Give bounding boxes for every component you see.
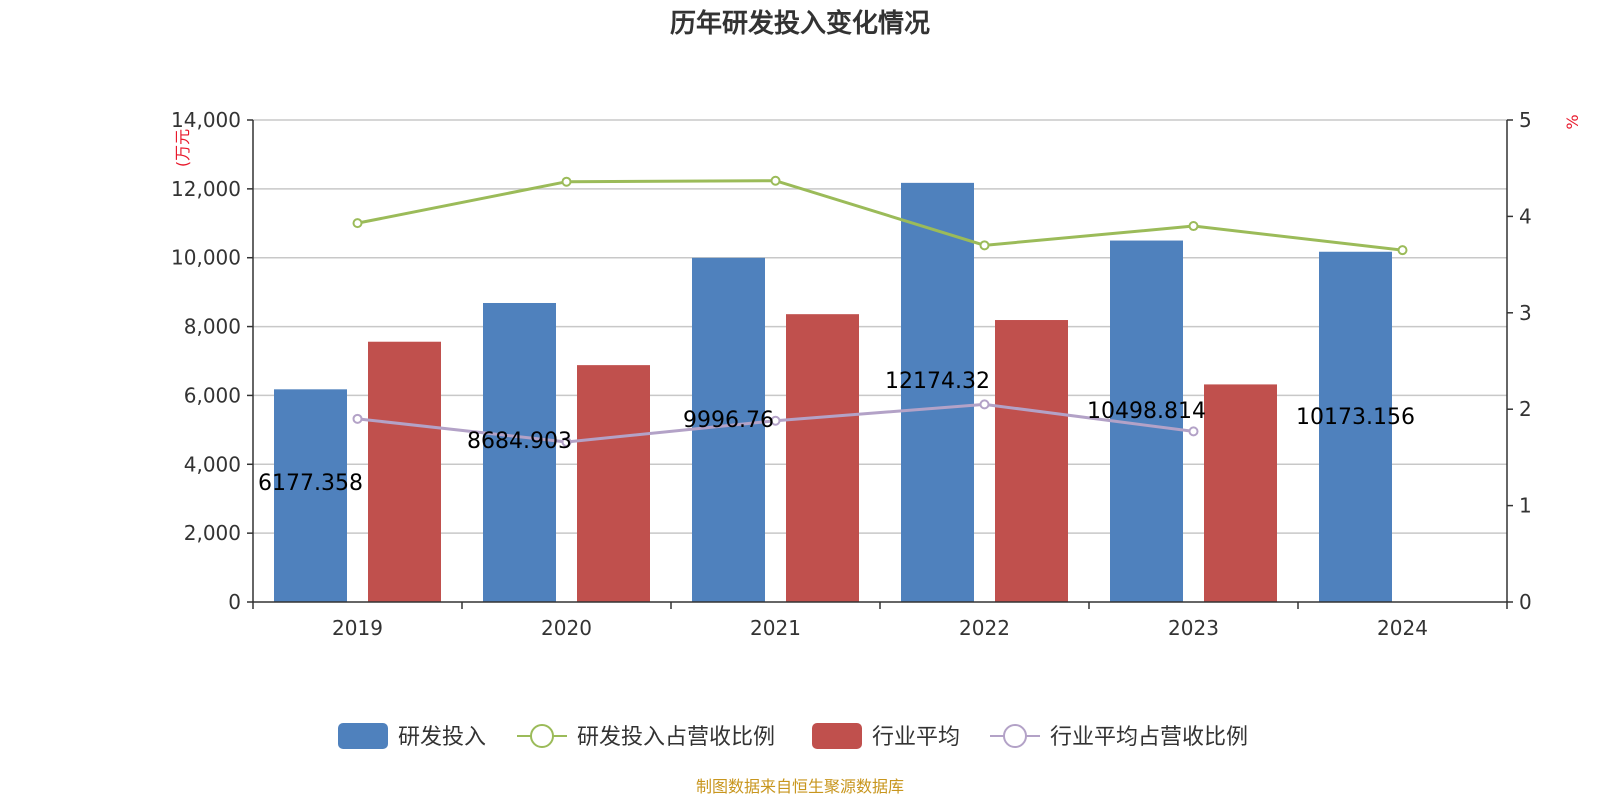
- point-industry-ratio: [979, 399, 990, 410]
- point-industry-ratio: [770, 415, 781, 426]
- x-tick-label: 2020: [541, 616, 592, 640]
- legend-swatch-bar: [338, 723, 388, 749]
- point-industry-ratio: [352, 413, 363, 424]
- bar-value-label: 6177.358: [258, 471, 363, 496]
- y-right-tick-label: 2: [1519, 397, 1532, 421]
- point-industry-ratio: [1188, 426, 1199, 437]
- legend-label: 行业平均占营收比例: [1050, 725, 1248, 750]
- legend-label: 研发投入占营收比例: [577, 725, 775, 750]
- bar-value-label: 8684.903: [467, 429, 572, 454]
- bar-rd-investment: [1319, 251, 1392, 602]
- legend: 研发投入 研发投入占营收比例 行业平均 行业平均占营收比例: [338, 723, 1248, 750]
- point-rd-ratio: [352, 218, 363, 229]
- point-rd-ratio: [770, 175, 781, 186]
- x-tick-label: 2022: [959, 616, 1010, 640]
- y-left-tick-label: 10,000: [171, 246, 241, 270]
- x-tick-label: 2023: [1168, 616, 1219, 640]
- data-labels: 6177.358 8684.903 9996.76 12174.32 10498.814…: [258, 369, 1415, 496]
- legend-swatch-bar: [812, 723, 862, 749]
- legend-label: 行业平均: [872, 725, 960, 750]
- bar-value-label: 10173.156: [1296, 405, 1415, 430]
- point-rd-ratio: [561, 176, 572, 187]
- y-left-tick-label: 4,000: [184, 452, 241, 476]
- y-right-tick-label: 5: [1519, 108, 1532, 132]
- y-right-tick-label: 0: [1519, 590, 1532, 614]
- line-rd-ratio: [357, 179, 1403, 252]
- y-right-tick-label: 1: [1519, 494, 1532, 518]
- bars: [274, 182, 1392, 602]
- point-industry-ratio: [561, 436, 572, 447]
- bar-rd-investment: [483, 302, 556, 602]
- bar-value-label: 12174.32: [885, 369, 990, 394]
- legend-swatch-marker: [530, 724, 554, 748]
- y-right-tick-label: 4: [1519, 204, 1532, 228]
- bar-industry-average: [995, 320, 1068, 602]
- bar-rd-investment: [901, 182, 974, 602]
- y-left-tick-label: 6,000: [184, 383, 241, 407]
- point-rd-ratio: [1397, 245, 1408, 256]
- gridlines: [253, 119, 1507, 534]
- bar-industry-average: [368, 341, 441, 602]
- source-note: 制图数据来自恒生聚源数据库: [696, 777, 904, 796]
- point-rd-ratio: [979, 240, 990, 251]
- bar-industry-average: [1204, 384, 1277, 602]
- legend-swatch-marker: [1003, 724, 1027, 748]
- y-left-tick-label: 12,000: [171, 177, 241, 201]
- bar-rd-investment: [274, 389, 347, 602]
- y-left-tick-label: 0: [228, 590, 241, 614]
- bar-value-label: 10498.814: [1087, 399, 1206, 424]
- bar-industry-average: [786, 314, 859, 602]
- y-left-tick-label: 8,000: [184, 315, 241, 339]
- y-left-tick-label: 2,000: [184, 521, 241, 545]
- y-right-tick-label: 3: [1519, 301, 1532, 325]
- axes: 0 2,000 4,000 6,000 8,000 10,000 12,000 14,000 0…: [171, 108, 1532, 640]
- bar-value-label: 9996.76: [683, 408, 774, 433]
- bar-rd-investment: [692, 257, 765, 602]
- y-left-unit: (万元: [173, 129, 192, 167]
- y-right-unit: %: [1563, 114, 1582, 129]
- x-tick-label: 2024: [1377, 616, 1428, 640]
- chart-title: 历年研发投入变化情况: [670, 8, 930, 39]
- x-tick-label: 2019: [332, 616, 383, 640]
- point-rd-ratio: [1188, 221, 1199, 232]
- legend-label: 研发投入: [398, 725, 486, 750]
- y-left-tick-label: 14,000: [171, 108, 241, 132]
- x-tick-label: 2021: [750, 616, 801, 640]
- bar-industry-average: [577, 365, 650, 602]
- lines: [352, 175, 1408, 447]
